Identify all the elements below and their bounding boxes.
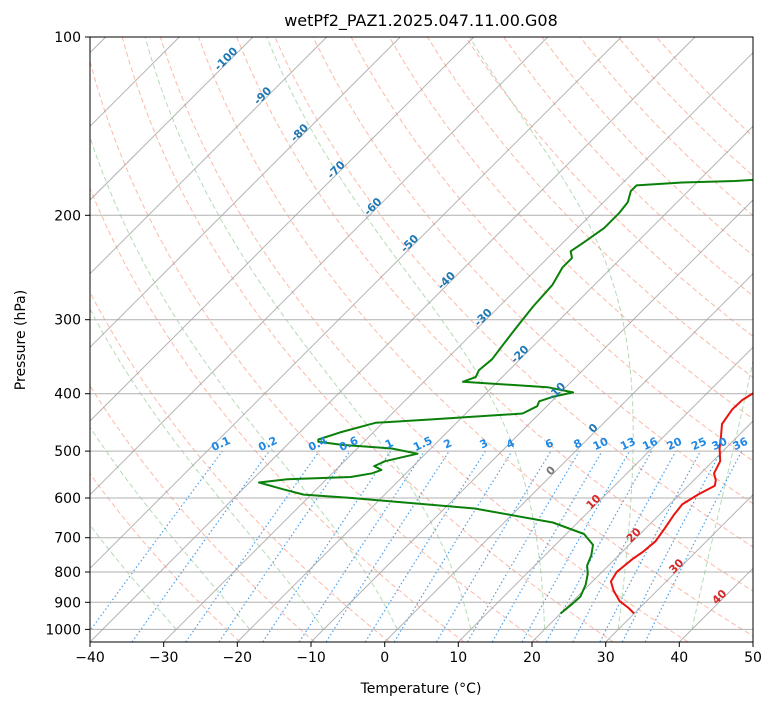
dry-adiabat-line [90,186,465,642]
plot-frame [89,36,754,643]
x-tick-label: 50 [744,650,762,666]
isotherm-line [90,37,696,642]
dry-adiabat-line [236,37,753,592]
mixing-ratio-line [218,450,351,642]
isotherm-line [163,51,753,642]
mixing-ratio-line [131,450,270,642]
mixing-ratio-line [521,450,631,642]
y-tick-label: 1000 [45,622,81,638]
mixing-ratio-label: 10 [591,435,611,453]
isotherm-line [236,125,753,642]
y-tick-label: 600 [54,491,81,507]
mixing-ratio-line [644,450,743,642]
mixing-ratio-line [185,450,320,642]
dry-adiabat-line [503,37,753,297]
pressure-grid [90,37,753,630]
x-axis-label: Temperature (°C) [360,681,482,697]
mixing-ratio-line [90,450,223,632]
dry-adiabat-line [159,37,689,642]
mixing-ratio-label: 13 [618,435,637,453]
y-axis-label: Pressure (hPa) [13,290,29,390]
mixing-ratio-line [325,450,450,642]
mixing-ratio-line [572,450,677,642]
mixing-ratio-line [262,450,392,642]
y-tick-label: 900 [54,595,81,611]
x-tick-label: −20 [223,650,253,666]
x-tick-label: 0 [380,650,389,666]
y-tick-label: 300 [54,313,81,329]
mixing-ratio-label: 30 [710,435,730,453]
isotherm-lines [90,37,753,642]
mixing-ratio-line [393,450,513,642]
y-tick-label: 100 [54,30,81,46]
isotherm-line [605,493,753,642]
profile-lines [258,178,753,615]
isotherm-line [310,199,753,642]
y-tick-label: 800 [54,565,81,581]
dry-adiabat-line [90,472,241,642]
isotherm-line [90,37,475,422]
mixing-ratio-label: 20 [665,435,685,453]
dry-adiabat-line [90,384,316,642]
moist-adiabat-line [90,135,398,630]
mixing-ratio-line [298,450,425,642]
dewpoint-profile-line [258,178,753,615]
x-tick-label: 10 [449,650,467,666]
moist-adiabat-line [90,308,324,630]
dry-adiabat-line [350,37,753,462]
x-tick-label: 30 [597,650,615,666]
mixing-ratio-label: 16 [640,435,660,453]
x-tick-label: 20 [523,650,541,666]
isotherm-line [90,37,549,496]
dry-adiabat-line [121,37,614,642]
axes: −40 −30 −20 −10 0 10 20 30 40 50 100 200 300 400 500 60… [45,30,762,666]
y-tick-label: 400 [54,387,81,403]
isotherm-line [384,272,753,642]
x-tick-label: −40 [75,650,105,666]
mixing-ratio-label: 25 [689,435,708,453]
temperature-profile-line [609,392,753,615]
y-tick-label: 200 [54,208,81,224]
isotherm-line [90,37,622,570]
y-tick-label: 700 [54,531,81,547]
x-tick-label: −10 [296,650,326,666]
x-tick-label: −30 [149,650,179,666]
dry-adiabat-line [90,291,390,642]
isotherm-line [531,420,753,642]
dry-adiabat-line [426,37,753,378]
isotherm-line [90,37,401,349]
y-tick-label: 500 [54,444,81,460]
dry-adiabat-line [90,59,540,642]
isotherm-line [457,346,753,642]
dry-adiabat-line [198,37,753,637]
chart-title: wetPf2_PAZ1.2025.047.11.00.G08 [284,11,558,31]
moist-adiabat-line [691,358,753,630]
background-lines [90,37,753,642]
isotherm-line [90,37,254,201]
dry-adiabat-line [274,37,753,548]
moist-adiabat-line [469,37,634,630]
x-tick-label: 40 [670,650,688,666]
isotherm-line [90,37,328,275]
mixing-ratio-label: 36 [731,435,751,453]
moist-adiabat-line [266,37,546,630]
